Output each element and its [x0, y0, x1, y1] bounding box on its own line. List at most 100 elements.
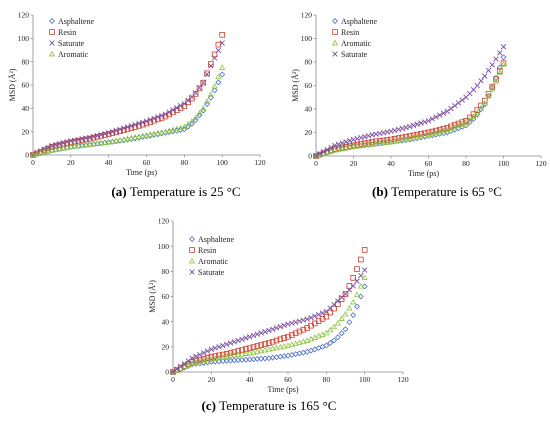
data-point	[147, 117, 154, 123]
data-point	[94, 133, 101, 140]
data-point	[410, 132, 417, 139]
data-point	[399, 136, 406, 143]
x-tick-label: 40	[105, 158, 113, 167]
data-point	[208, 354, 215, 360]
data-point	[292, 319, 299, 325]
data-point	[158, 129, 165, 135]
data-point	[485, 67, 492, 74]
data-point	[246, 349, 253, 356]
data-point	[358, 141, 364, 147]
data-point	[459, 119, 466, 125]
data-point	[440, 125, 447, 132]
data-point	[387, 138, 395, 145]
data-point	[493, 56, 499, 62]
data-point	[319, 331, 326, 337]
x-tick-label: 60	[143, 158, 151, 167]
data-point	[429, 116, 435, 122]
data-point	[197, 357, 203, 363]
data-point	[273, 344, 280, 351]
data-point	[346, 144, 353, 150]
y-tick-label: 0	[308, 152, 312, 161]
data-point	[361, 247, 368, 253]
legend-label: Saturate	[341, 50, 368, 59]
data-point	[220, 342, 226, 349]
legend-label: Aromatic	[198, 257, 229, 266]
data-point	[285, 333, 291, 340]
data-point	[116, 136, 124, 143]
data-point	[170, 369, 176, 375]
data-point	[37, 149, 44, 156]
data-point	[196, 85, 203, 91]
data-point	[124, 124, 131, 130]
x-tick-label: 20	[208, 375, 216, 384]
data-point	[418, 120, 424, 126]
y-tick-label: 40	[22, 104, 30, 113]
data-point	[338, 330, 345, 337]
legend-marker	[332, 18, 338, 24]
data-point	[200, 356, 207, 362]
data-point	[102, 132, 108, 138]
data-point	[60, 145, 67, 151]
data-point	[223, 351, 230, 357]
data-point	[353, 291, 361, 298]
data-point	[384, 137, 391, 143]
data-point	[52, 143, 59, 149]
data-point	[269, 326, 276, 332]
data-point	[177, 363, 184, 370]
data-point	[208, 346, 215, 353]
data-point	[361, 140, 368, 147]
data-point	[429, 130, 436, 137]
data-point	[320, 149, 327, 155]
data-point	[410, 122, 417, 129]
caption-label: (b)	[372, 184, 391, 199]
data-point	[90, 134, 97, 141]
legend: Asphaltene Resin Aromatic Saturate	[331, 17, 377, 59]
data-point	[308, 314, 314, 321]
data-point	[418, 131, 424, 137]
data-point	[220, 351, 226, 358]
data-point	[459, 121, 466, 127]
data-point	[193, 358, 199, 364]
data-point	[500, 54, 507, 61]
data-point	[56, 145, 63, 152]
data-point	[219, 64, 226, 70]
y-axis-label: MSD (Å²)	[148, 280, 157, 313]
data-point	[342, 144, 350, 151]
data-point	[181, 360, 188, 367]
data-point	[166, 127, 173, 134]
data-point	[436, 126, 443, 133]
data-point	[216, 344, 222, 350]
data-point	[485, 92, 492, 99]
data-point	[335, 141, 342, 147]
y-tick-label: 100	[158, 242, 170, 251]
legend-label: Saturate	[58, 39, 85, 48]
data-point	[289, 332, 295, 338]
data-point	[193, 353, 199, 360]
data-point	[391, 137, 398, 144]
data-point	[82, 141, 90, 148]
data-point	[192, 90, 199, 96]
data-point	[330, 323, 338, 330]
data-point	[273, 337, 280, 344]
data-point	[277, 336, 284, 343]
data-point	[208, 356, 215, 362]
data-point	[192, 114, 199, 120]
data-point	[429, 128, 436, 135]
data-point	[433, 127, 439, 134]
data-point	[41, 148, 48, 155]
data-point	[204, 355, 211, 361]
data-point	[422, 119, 428, 125]
data-point	[204, 356, 211, 363]
data-point	[376, 140, 383, 146]
y-tick-label: 120	[158, 217, 170, 226]
data-point	[200, 350, 207, 356]
x-tick-label: 60	[425, 159, 433, 168]
data-point	[203, 98, 211, 104]
data-point	[323, 313, 330, 320]
data-point	[335, 146, 342, 152]
y-tick-label: 60	[305, 81, 313, 90]
data-point	[331, 337, 337, 344]
data-point	[254, 348, 261, 354]
data-point	[489, 84, 496, 91]
data-point	[466, 114, 473, 121]
